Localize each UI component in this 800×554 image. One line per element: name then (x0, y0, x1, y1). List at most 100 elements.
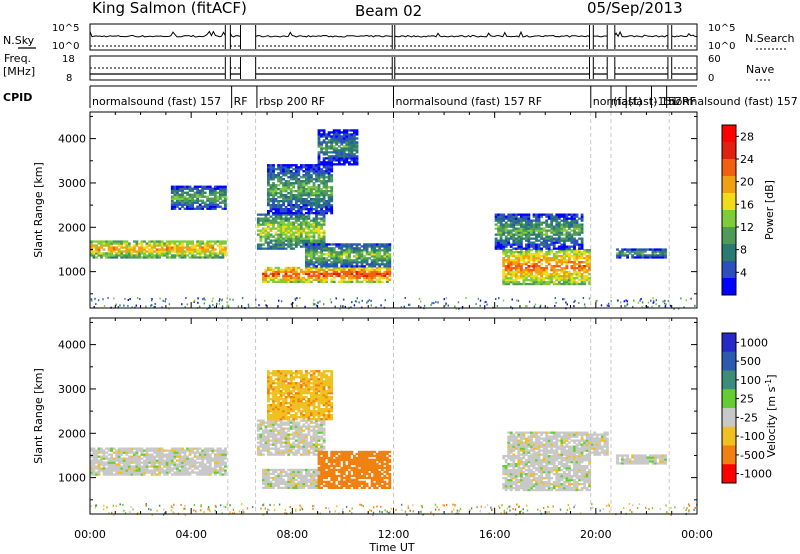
heatmap-cell (196, 447, 199, 450)
heatmap-cell (565, 213, 569, 216)
heatmap-cell (342, 135, 346, 138)
heatmap-cell (264, 213, 268, 216)
heatmap-cell (97, 461, 101, 464)
heatmap-cell (358, 257, 361, 260)
heatmap-cell (330, 255, 334, 258)
heatmap-cell (294, 219, 298, 222)
heatmap-cell (545, 219, 549, 222)
heatmap-cell (289, 451, 293, 454)
heatmap-cell (105, 254, 108, 257)
heatmap-cell (578, 229, 581, 232)
heatmap-cell (330, 196, 334, 199)
heatmap-cell (138, 457, 141, 460)
heatmap-cell (181, 303, 183, 306)
heatmap-cell (585, 263, 589, 266)
heatmap-cell (578, 301, 580, 304)
heatmap-cell (206, 467, 210, 470)
heatmap-cell (107, 453, 111, 456)
heatmap-cell (299, 210, 303, 213)
heatmap-cell (573, 243, 576, 246)
heatmap-cell (525, 257, 528, 260)
heatmap-cell (135, 250, 139, 253)
heatmap-cell (193, 246, 197, 249)
heatmap-cell (221, 254, 225, 257)
heatmap-cell (317, 266, 321, 270)
heatmap-cell (509, 235, 513, 238)
heatmap-cell (388, 261, 392, 264)
heatmap-cell (183, 185, 187, 188)
heatmap-cell (282, 429, 285, 432)
heatmap-cell (322, 217, 326, 220)
colorbar-frame (721, 124, 737, 296)
heatmap-cell (527, 213, 531, 216)
heatmap-cell (102, 252, 106, 255)
heatmap-cell (330, 170, 334, 173)
heatmap-cell (297, 278, 301, 281)
heatmap-cell (540, 269, 543, 272)
heatmap-cell (140, 447, 144, 450)
heatmap-cell (224, 471, 227, 474)
heatmap-cell (325, 163, 328, 166)
heatmap-cell (264, 276, 268, 279)
heatmap-cell (259, 219, 263, 222)
heatmap-cell (302, 243, 306, 246)
heatmap-cell (340, 163, 344, 166)
heatmap-cell (350, 137, 354, 140)
heatmap-cell (237, 305, 240, 308)
heatmap-cell (178, 256, 182, 259)
heatmap-cell (181, 256, 184, 259)
heatmap-cell (512, 217, 516, 220)
heatmap-cell (568, 271, 571, 274)
heatmap-cell (348, 163, 351, 166)
heatmap-cell (332, 266, 336, 270)
heatmap-cell (267, 223, 270, 226)
colorbar-swatch (722, 193, 736, 211)
heatmap-cell (320, 223, 323, 226)
heatmap-cell (213, 242, 217, 245)
heatmap-cell (201, 199, 205, 202)
heatmap-cell (312, 194, 316, 197)
heatmap-cell (509, 215, 513, 218)
heatmap-cell (305, 453, 308, 456)
heatmap-cell (578, 257, 581, 260)
heatmap-cell (206, 242, 210, 245)
heatmap-cell (191, 451, 194, 454)
heatmap-cell (294, 429, 298, 432)
heatmap-cell (509, 279, 513, 282)
heatmap-cell (264, 235, 268, 238)
heatmap-cell (522, 277, 526, 280)
heatmap-cell (509, 277, 513, 280)
heatmap-cell (287, 188, 291, 191)
heatmap-cell (284, 278, 288, 281)
heatmap-cell (514, 273, 518, 276)
heatmap-cell (267, 178, 270, 181)
heatmap-cell (360, 253, 364, 256)
heatmap-cell (310, 180, 313, 183)
heatmap-cell (196, 256, 199, 259)
heatmap-cell (317, 143, 321, 146)
heatmap-cell (198, 473, 202, 476)
heatmap-cell (557, 233, 561, 236)
heatmap-cell (267, 266, 270, 270)
heatmap-cell (596, 299, 598, 302)
heatmap-cell (512, 213, 516, 216)
heatmap-cell (274, 221, 278, 224)
heatmap-cell (173, 205, 177, 208)
heatmap-cell (580, 253, 584, 256)
heatmap-cell (525, 275, 528, 278)
heatmap-cell (522, 251, 526, 254)
heatmap-cell (95, 471, 98, 474)
heatmap-cell (140, 461, 144, 464)
heatmap-cell (289, 204, 293, 207)
heatmap-cell (148, 240, 151, 243)
heatmap-cell (292, 433, 296, 436)
heatmap-cell (312, 186, 316, 189)
heatmap-cell (550, 259, 554, 262)
heatmap-cell (320, 161, 323, 164)
heatmap-cell (125, 240, 129, 243)
heatmap-cell (117, 240, 121, 243)
heatmap-cell (188, 248, 192, 251)
heatmap-cell (565, 245, 569, 248)
heatmap-cell (373, 257, 377, 260)
heatmap-cell (287, 280, 291, 283)
